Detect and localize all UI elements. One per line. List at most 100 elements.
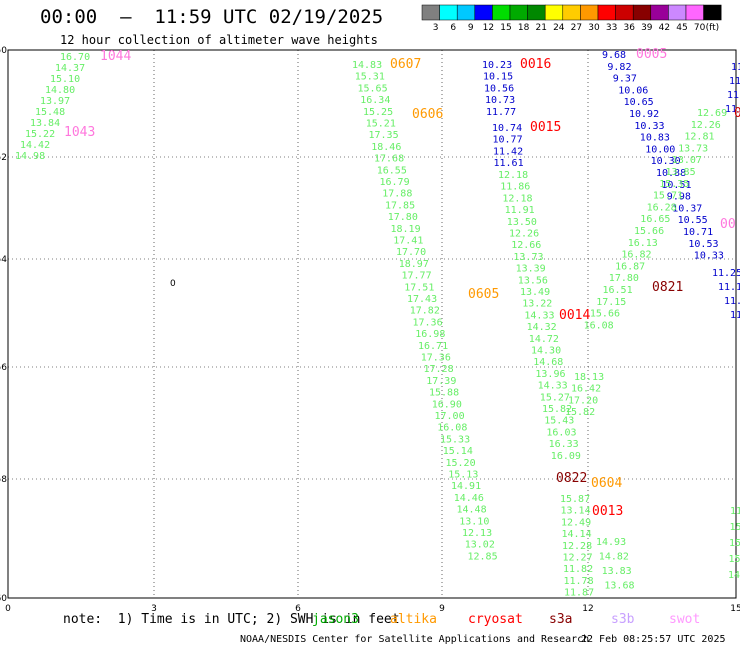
swh-value: 17.43: [407, 294, 437, 305]
cycle-label: 0822: [556, 471, 587, 486]
swh-value: 11.94: [727, 90, 740, 101]
legend-s3b: s3b: [611, 612, 635, 627]
track-tR3: 11 15 15 15.4 14.2: [728, 506, 740, 581]
swh-value: 16.42: [571, 384, 601, 395]
scale-tick-label: 70: [694, 23, 706, 33]
swh-value: 14.46: [454, 493, 484, 504]
scale-tick-label: 33: [606, 23, 617, 33]
scale-swatch: [456, 4, 476, 21]
swh-value: 17.70: [396, 247, 426, 258]
swh-value: 17.68: [374, 154, 404, 165]
swh-value: 14.14: [562, 529, 592, 540]
lat-label: -52: [0, 153, 7, 163]
swh-value: 13.73: [513, 252, 543, 263]
scale-swatch: [544, 4, 564, 21]
map-title: 00:00 – 11:59 UTC 02/19/2025: [40, 6, 384, 28]
swh-value: 12.13: [462, 528, 492, 539]
swh-value: 16.87: [615, 261, 645, 272]
lat-label: -56: [0, 363, 7, 373]
swh-value: 14.2: [728, 570, 740, 581]
swh-value: 10.73: [485, 95, 515, 106]
scale-unit: (ft): [706, 23, 720, 33]
swh-value: 13.83: [602, 566, 632, 577]
lon-label: 6: [295, 604, 301, 614]
swh-value: 14.42: [20, 140, 50, 151]
swh-value: 11.61: [494, 158, 524, 169]
scale-swatch: [439, 4, 458, 21]
swh-value: 10.15: [483, 72, 513, 83]
legend-cryosat: cryosat: [468, 612, 523, 627]
swh-value: 11.91: [505, 205, 535, 216]
swh-value: 13.49: [520, 287, 550, 298]
swh-value: 15.14: [443, 446, 473, 457]
swh-value: 10.56: [484, 83, 514, 94]
legend-altika: altika: [390, 612, 437, 627]
track-t0821: 12.6912.2612.8113.7313.0713.8515.3515.71…: [584, 108, 728, 331]
scale-swatch: [668, 4, 687, 21]
swh-value: 13.97: [40, 96, 70, 107]
lat-label: -54: [0, 255, 7, 265]
swh-value: 11.4: [731, 62, 740, 73]
swh-value: 16.65: [640, 214, 670, 225]
legend-jason3: jason3: [312, 612, 359, 627]
swh-value: 18.13: [574, 372, 604, 383]
swh-value: 16.33: [549, 439, 579, 450]
swh-value: 14.37: [55, 63, 85, 74]
swh-value: 16.08: [437, 423, 467, 434]
swh-value: 15.88: [429, 388, 459, 399]
swh-value: 10.33: [634, 121, 664, 132]
scale-tick-label: 9: [468, 23, 474, 33]
swh-value: 12.81: [684, 132, 714, 143]
lat-label: -60: [0, 594, 7, 604]
lon-label: 12: [582, 604, 593, 614]
swh-value: 10.06: [618, 85, 648, 96]
swh-value: 18.19: [391, 224, 421, 235]
cycle-label: 0821: [652, 280, 683, 295]
swh-value: 9.37: [613, 74, 637, 85]
cycle-label: 0015: [530, 120, 561, 135]
swh-value: 17.88: [382, 189, 412, 200]
scale-swatch: [615, 4, 634, 21]
swh-value: 9.98: [667, 192, 691, 203]
swh-value: 12.18: [502, 193, 532, 204]
swh-value: 12.26: [509, 229, 539, 240]
swh-value: 15: [730, 522, 740, 533]
swh-value: 17.15: [596, 297, 626, 308]
swh-value: 12.18: [498, 170, 528, 181]
swh-value: 15.20: [446, 458, 476, 469]
swh-value: 17.80: [388, 212, 418, 223]
swh-value: 18.97: [399, 259, 429, 270]
track-t0822: 15.8713.1412.4914.1412.2812.2711.8211.78…: [556, 471, 622, 599]
track-t0005: 9.689.829.3710.0610.6510.9210.3310.8310.…: [602, 47, 724, 262]
swh-value: 14.30: [531, 346, 561, 357]
lat-label: -50: [0, 46, 7, 56]
track-t0606: 0606: [412, 107, 443, 122]
swh-value: 17.36: [421, 353, 451, 364]
swh-value: 12.27: [563, 553, 593, 564]
swh-value: 15.27: [540, 392, 570, 403]
track-t0013: 14.93 14.82 13.83 13.68 0013: [592, 504, 635, 592]
swh-value: 15.66: [634, 226, 664, 237]
lon-label: 15: [730, 604, 740, 614]
swh-value: 15.25: [363, 107, 393, 118]
swh-value: 15.66: [590, 309, 620, 320]
swh-value: 17.51: [404, 282, 434, 293]
swh-value: 14.48: [457, 505, 487, 516]
swh-value: 15.48: [35, 107, 65, 118]
swh-value: 15.71: [653, 191, 683, 202]
swh-value: 13.07: [672, 155, 702, 166]
graticule: [8, 50, 736, 598]
swh-value: 12.49: [561, 517, 591, 528]
edge-cycle-label: 00: [720, 217, 736, 232]
swh-value: 17.85: [385, 200, 415, 211]
swh-value: 11: [730, 310, 740, 321]
scale-tick-label: 15: [500, 23, 511, 33]
swh-value: 14.91: [451, 481, 481, 492]
swh-value: 16.51: [603, 285, 633, 296]
swh-value: 17.28: [424, 364, 454, 375]
swh-value: 17.80: [609, 273, 639, 284]
swh-value: 17.39: [426, 376, 456, 387]
